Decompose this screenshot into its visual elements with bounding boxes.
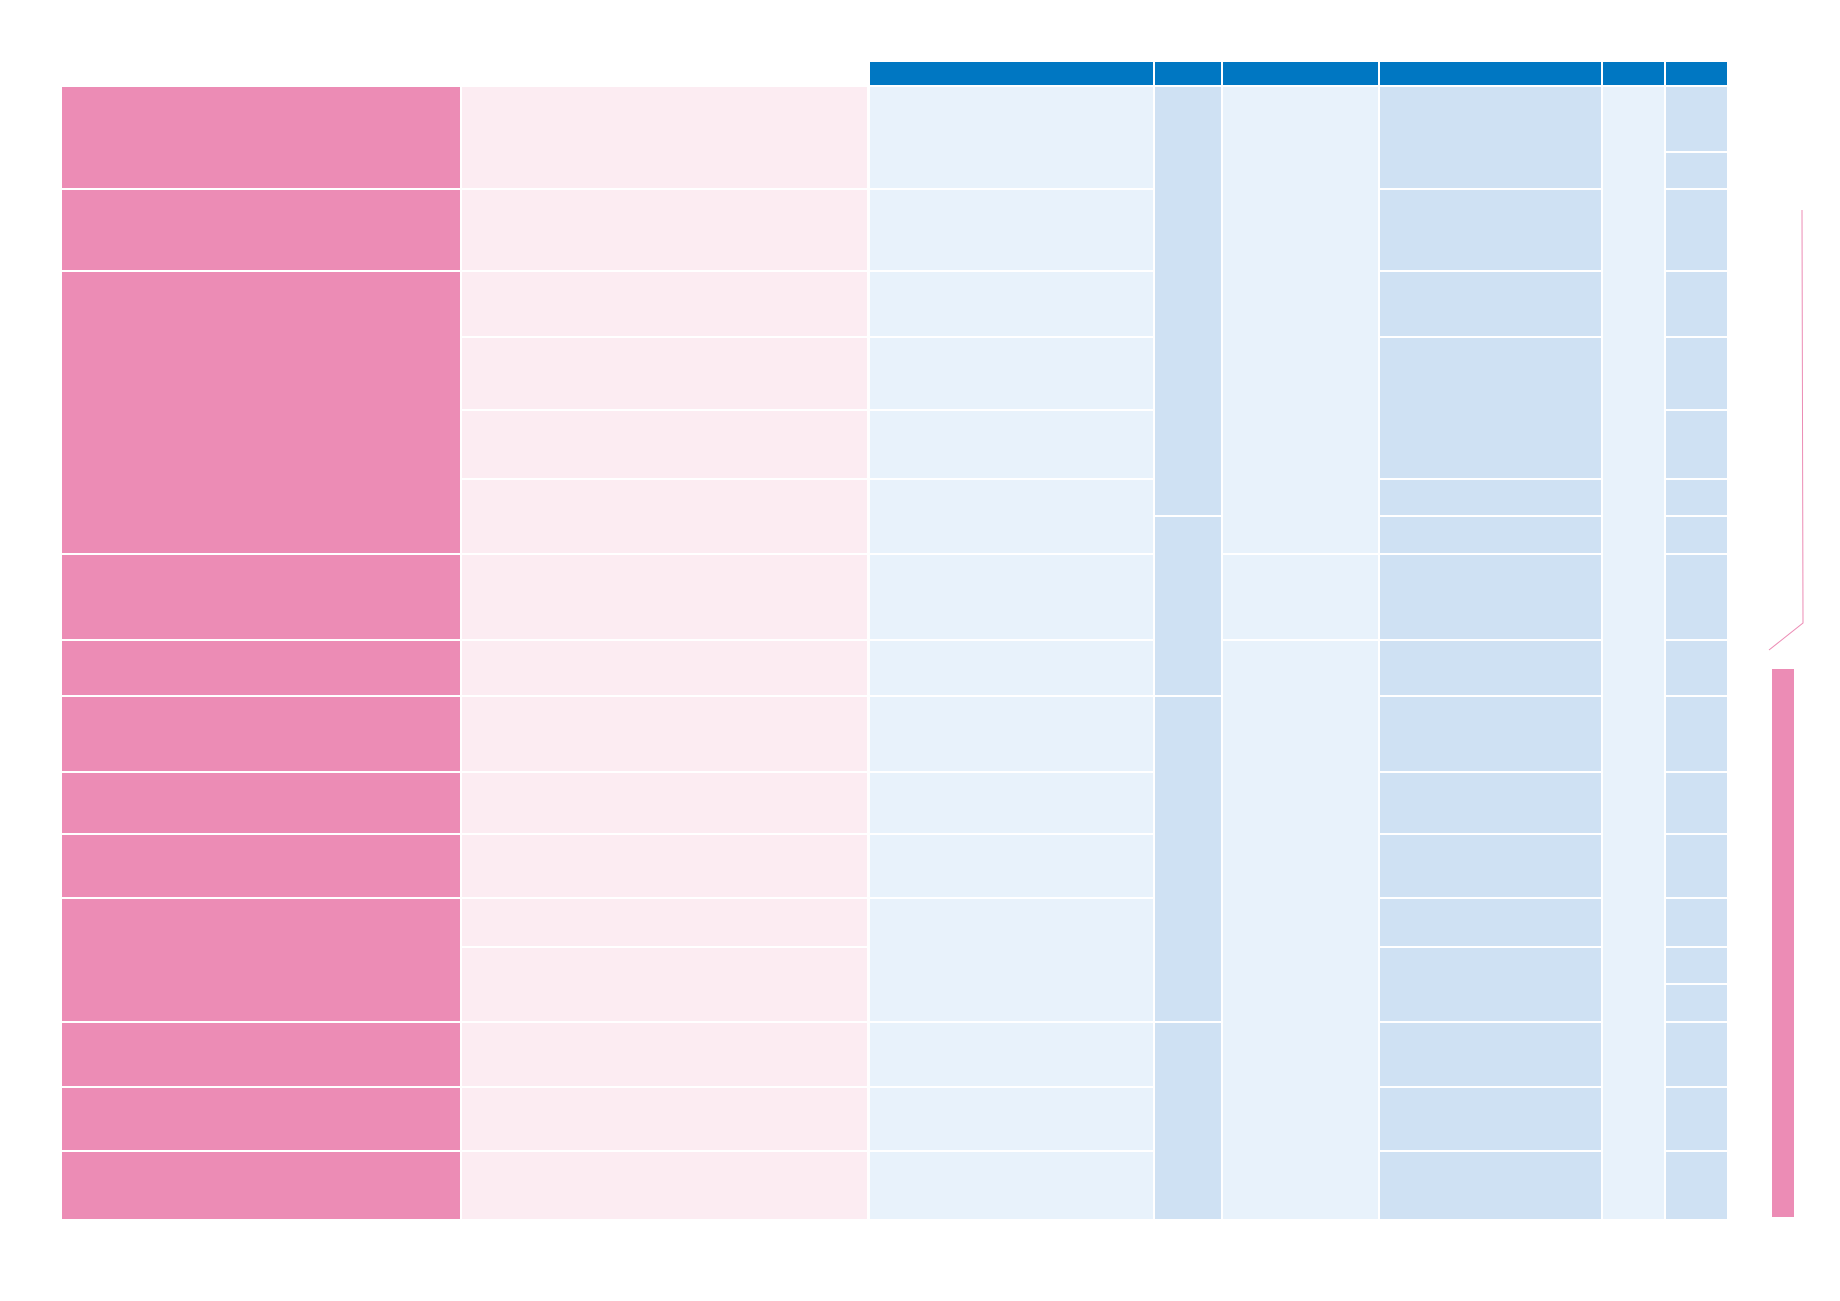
category-cell: [62, 835, 460, 897]
column-8-cell: [1666, 153, 1727, 188]
column-3-cell: [870, 480, 1153, 553]
column-3-cell: [870, 272, 1153, 336]
column-4-cell: [1155, 87, 1221, 515]
header-cell-8: [1666, 62, 1727, 85]
column-4-cell: [1155, 697, 1221, 1021]
column-6-cell: [1380, 1023, 1601, 1086]
column-3-cell: [870, 697, 1153, 771]
column-8-cell: [1666, 1088, 1727, 1150]
column-3-cell: [870, 1152, 1153, 1219]
column-6-cell: [1380, 948, 1601, 1021]
column-4-cell: [1155, 517, 1221, 695]
description-cell: [462, 773, 867, 833]
column-8-cell: [1666, 985, 1727, 1021]
description-cell: [462, 338, 867, 409]
column-3-cell: [870, 773, 1153, 833]
column-6-cell: [1380, 190, 1601, 270]
header-cell-4: [1155, 62, 1221, 85]
column-3-cell: [870, 190, 1153, 270]
column-6-cell: [1380, 641, 1601, 695]
category-cell: [62, 87, 460, 188]
description-cell: [462, 697, 867, 771]
column-7-cell: [1603, 87, 1664, 1219]
column-5-cell: [1223, 555, 1378, 639]
column-6-cell: [1380, 517, 1601, 553]
description-cell: [462, 641, 867, 695]
column-6-cell: [1380, 338, 1601, 478]
column-6-cell: [1380, 899, 1601, 946]
column-8-cell: [1666, 641, 1727, 695]
column-6-cell: [1380, 1088, 1601, 1150]
column-8-cell: [1666, 190, 1727, 270]
column-6-cell: [1380, 835, 1601, 897]
description-cell: [462, 87, 867, 188]
column-8-cell: [1666, 948, 1727, 983]
description-cell: [462, 835, 867, 897]
description-cell: [462, 411, 867, 478]
description-cell: [462, 272, 867, 336]
column-8-cell: [1666, 1023, 1727, 1086]
category-cell: [62, 697, 460, 771]
category-cell: [62, 641, 460, 695]
column-4-cell: [1155, 1023, 1221, 1219]
description-cell: [462, 1152, 867, 1219]
column-3-cell: [870, 1023, 1153, 1086]
column-6-cell: [1380, 773, 1601, 833]
header-cell-5: [1223, 62, 1378, 85]
column-6-cell: [1380, 480, 1601, 515]
column-5-cell: [1223, 641, 1378, 1219]
column-8-cell: [1666, 835, 1727, 897]
description-cell: [462, 899, 867, 946]
category-cell: [62, 272, 460, 553]
column-3-cell: [870, 555, 1153, 639]
column-8-cell: [1666, 697, 1727, 771]
description-cell: [462, 1088, 867, 1150]
column-3-cell: [870, 87, 1153, 188]
column-8-cell: [1666, 517, 1727, 553]
description-cell: [462, 948, 867, 1021]
side-marker-bar: [1772, 669, 1794, 1217]
column-6-cell: [1380, 87, 1601, 188]
column-3-cell: [870, 641, 1153, 695]
category-cell: [62, 555, 460, 639]
description-cell: [462, 480, 867, 553]
header-cell-6: [1380, 62, 1601, 85]
column-8-cell: [1666, 1152, 1727, 1219]
category-cell: [62, 899, 460, 1021]
column-8-cell: [1666, 87, 1727, 151]
column-3-cell: [870, 899, 1153, 1021]
column-5-cell: [1223, 87, 1378, 553]
column-3-cell: [870, 411, 1153, 478]
category-cell: [62, 1088, 460, 1150]
bracket-line: [1768, 209, 1804, 651]
column-6-cell: [1380, 555, 1601, 639]
category-cell: [62, 773, 460, 833]
column-8-cell: [1666, 899, 1727, 946]
category-cell: [62, 1152, 460, 1219]
category-cell: [62, 190, 460, 270]
column-8-cell: [1666, 272, 1727, 336]
description-cell: [462, 555, 867, 639]
column-8-cell: [1666, 555, 1727, 639]
category-cell: [62, 1023, 460, 1086]
description-cell: [462, 1023, 867, 1086]
header-cell-7: [1603, 62, 1664, 85]
column-8-cell: [1666, 338, 1727, 409]
column-8-cell: [1666, 773, 1727, 833]
column-3-cell: [870, 835, 1153, 897]
column-8-cell: [1666, 411, 1727, 478]
column-6-cell: [1380, 697, 1601, 771]
column-6-cell: [1380, 1152, 1601, 1219]
description-cell: [462, 190, 867, 270]
column-8-cell: [1666, 480, 1727, 515]
column-3-cell: [870, 338, 1153, 409]
header-cell-3: [870, 62, 1153, 85]
column-3-cell: [870, 1088, 1153, 1150]
column-6-cell: [1380, 272, 1601, 336]
